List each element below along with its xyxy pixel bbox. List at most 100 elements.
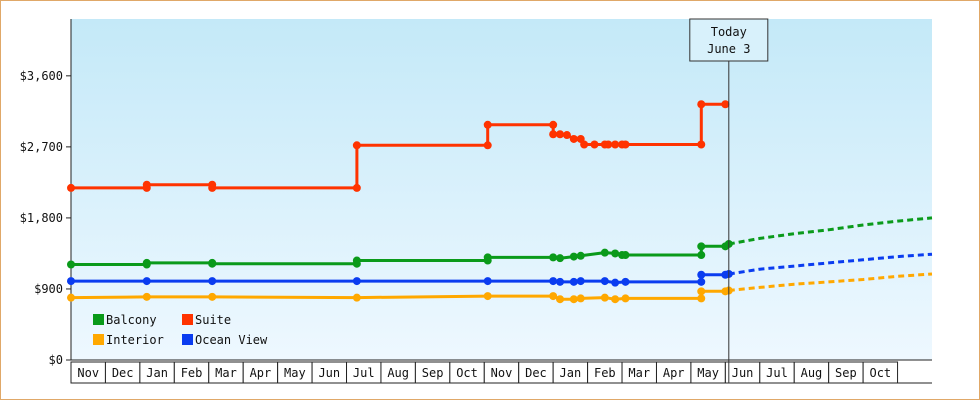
x-tick-label: Mar	[628, 366, 650, 380]
x-tick-label: May	[284, 366, 306, 380]
x-tick-label: May	[697, 366, 719, 380]
data-point	[611, 278, 620, 287]
x-tick-label: Apr	[663, 366, 685, 380]
data-point	[580, 140, 589, 149]
data-point	[549, 120, 558, 129]
data-point	[483, 277, 492, 286]
y-tick-label: $2,700	[20, 140, 63, 154]
plot-background	[71, 19, 932, 360]
x-tick-label: Jul	[353, 366, 375, 380]
data-point	[621, 251, 630, 260]
x-tick-label: Oct	[869, 366, 891, 380]
data-point	[611, 295, 620, 304]
data-point	[67, 183, 75, 192]
x-tick-label: Dec	[112, 366, 134, 380]
x-tick-label: Aug	[801, 366, 823, 380]
data-point	[208, 183, 217, 192]
data-point	[721, 100, 730, 109]
data-point	[697, 242, 706, 251]
x-tick-label: Jan	[560, 366, 582, 380]
x-tick-label: Nov	[77, 366, 99, 380]
legend-swatch	[93, 334, 104, 345]
series-forecast-line	[728, 252, 933, 276]
data-point	[352, 183, 361, 192]
legend-label: Ocean View	[195, 333, 268, 347]
data-point	[483, 253, 492, 262]
data-point	[208, 259, 217, 268]
data-point	[590, 140, 599, 149]
y-tick-label: $1,800	[20, 211, 63, 225]
data-point	[576, 294, 585, 303]
legend-label: Interior	[106, 333, 164, 347]
data-point	[576, 251, 585, 260]
today-marker-box	[689, 18, 769, 62]
today-marker-date: June 3	[707, 42, 750, 56]
x-tick-label: Dec	[525, 366, 547, 380]
data-point	[600, 248, 609, 257]
data-point	[611, 140, 620, 149]
data-point	[67, 260, 75, 269]
data-point	[67, 277, 75, 286]
x-tick-label: Jun	[732, 366, 754, 380]
data-point	[621, 294, 630, 303]
data-point	[208, 277, 217, 286]
data-point	[611, 249, 620, 258]
x-tick-label: Feb	[181, 366, 203, 380]
y-tick-label: $3,600	[20, 69, 63, 83]
x-tick-label: Oct	[456, 366, 478, 380]
data-point	[600, 277, 609, 286]
data-point	[604, 140, 613, 149]
data-point	[621, 277, 630, 286]
data-point	[142, 292, 151, 301]
data-point	[549, 253, 558, 262]
data-point	[697, 100, 706, 109]
data-point	[697, 251, 706, 260]
data-point	[208, 292, 217, 301]
series-forecast-line	[728, 272, 933, 292]
data-point	[549, 130, 558, 139]
data-point	[142, 258, 151, 267]
y-tick-label: $900	[34, 282, 63, 296]
data-point	[562, 131, 571, 140]
data-point	[483, 141, 492, 150]
y-tick-label: $0	[49, 353, 63, 367]
x-tick-label: Feb	[594, 366, 616, 380]
data-point	[697, 277, 706, 286]
data-point	[142, 180, 151, 189]
x-tick-label: Nov	[491, 366, 513, 380]
today-marker-label: Today	[711, 25, 747, 39]
data-point	[549, 292, 558, 301]
legend-swatch	[182, 314, 193, 325]
data-point	[483, 120, 492, 129]
data-point	[621, 140, 630, 149]
x-tick-label: Sep	[835, 366, 857, 380]
legend-swatch	[182, 334, 193, 345]
data-point	[352, 256, 361, 265]
data-point	[549, 277, 558, 286]
data-point	[142, 277, 151, 286]
data-point	[569, 277, 578, 286]
x-tick-label: Apr	[250, 366, 272, 380]
data-point	[67, 293, 75, 302]
x-tick-label: Jul	[766, 366, 788, 380]
legend-swatch	[93, 314, 104, 325]
data-point	[697, 140, 706, 149]
data-point	[576, 277, 585, 286]
x-tick-label: Mar	[215, 366, 237, 380]
legend-label: Balcony	[106, 313, 157, 327]
data-point	[352, 277, 361, 286]
data-point	[556, 277, 565, 286]
series-forecast-line	[728, 216, 933, 246]
data-point	[556, 295, 565, 304]
data-point	[697, 287, 706, 296]
data-point	[569, 252, 578, 261]
x-tick-label: Aug	[387, 366, 409, 380]
data-point	[569, 295, 578, 304]
data-point	[556, 254, 565, 263]
data-point	[600, 293, 609, 302]
data-point	[569, 134, 578, 143]
data-point	[483, 292, 492, 301]
data-point	[352, 293, 361, 302]
legend-label: Suite	[195, 313, 231, 327]
data-point	[556, 130, 565, 139]
